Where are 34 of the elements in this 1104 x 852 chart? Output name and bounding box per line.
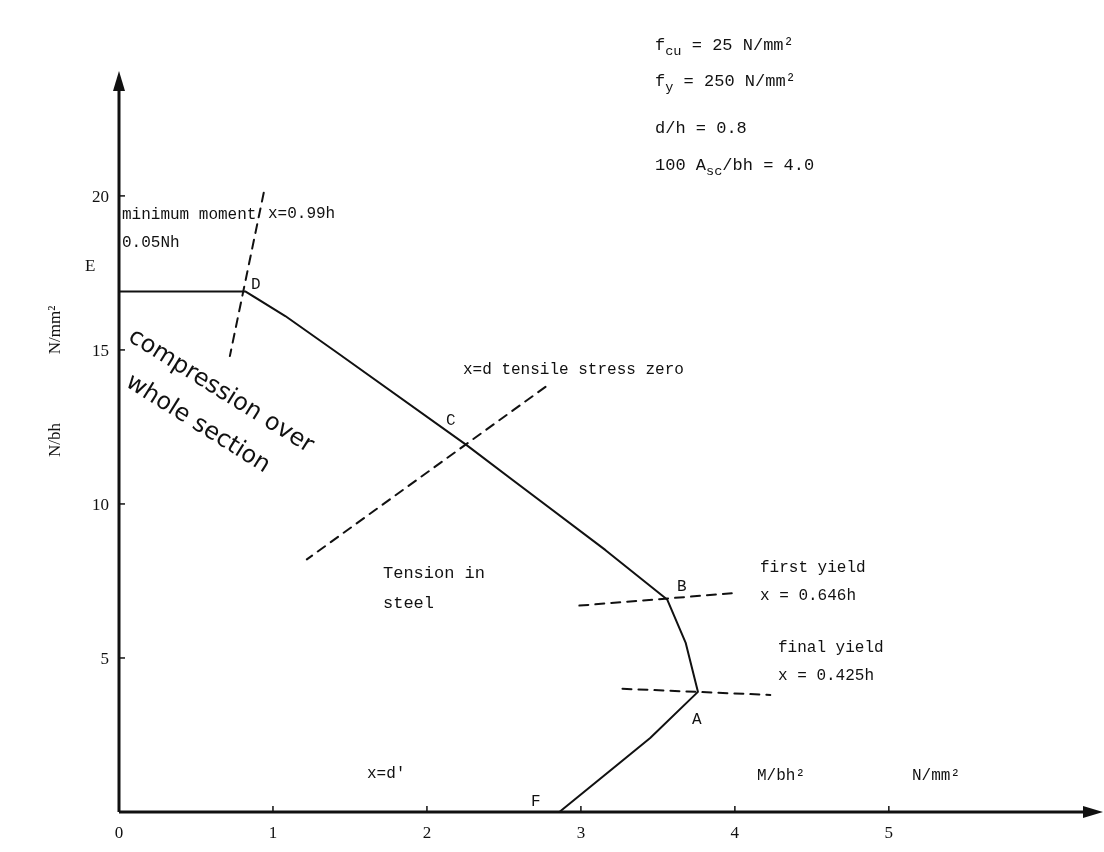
y-axis-title: N/bh xyxy=(45,422,64,457)
annotation: x=0.99h xyxy=(268,205,336,223)
text: E xyxy=(85,256,96,275)
annotation: x = 0.425h xyxy=(778,667,875,685)
x-tick-label: 5 xyxy=(884,823,894,842)
annotation: d/h = 0.8 xyxy=(655,119,747,138)
x-axis-title: M/bh² xyxy=(757,767,806,785)
annotation: first yield xyxy=(760,559,866,577)
x-tick-label: 0 xyxy=(114,823,124,842)
annotation: final yield xyxy=(778,639,884,657)
annotation: x=d' xyxy=(367,765,406,783)
annotation: x=d tensile stress zero xyxy=(463,361,684,379)
annotation: 100 A$_{sc}$/bh = 4.0 xyxy=(655,156,815,179)
annotation: 0.05Nh xyxy=(122,234,180,252)
annotation: D xyxy=(251,276,261,294)
y-tick-label: 20 xyxy=(92,186,109,206)
annotation: f$_{y}$ = 250 N/mm² xyxy=(655,72,796,95)
text: f$_{cu}$ = 25 N/mm² xyxy=(655,36,794,59)
annotation: N/mm² xyxy=(912,767,961,785)
annotation: F xyxy=(531,793,541,811)
y-tick-label: 10 xyxy=(92,494,109,514)
annotation: Tension in steel xyxy=(383,564,486,613)
y-tick-label: 15 xyxy=(92,340,109,360)
annotation: x = 0.646h xyxy=(760,587,857,605)
annotation: C xyxy=(446,412,456,430)
y-tick-label: 5 xyxy=(100,648,109,668)
annotation: minimum moment xyxy=(122,206,257,224)
x-tick-label: 2 xyxy=(422,823,432,842)
annotation: A xyxy=(692,711,702,729)
x-tick-label: 1 xyxy=(268,823,278,842)
x-tick-label: 4 xyxy=(730,823,740,842)
text: N/mm² xyxy=(45,305,64,355)
x-tick-label: 3 xyxy=(576,823,586,842)
annotation: B xyxy=(677,578,687,596)
